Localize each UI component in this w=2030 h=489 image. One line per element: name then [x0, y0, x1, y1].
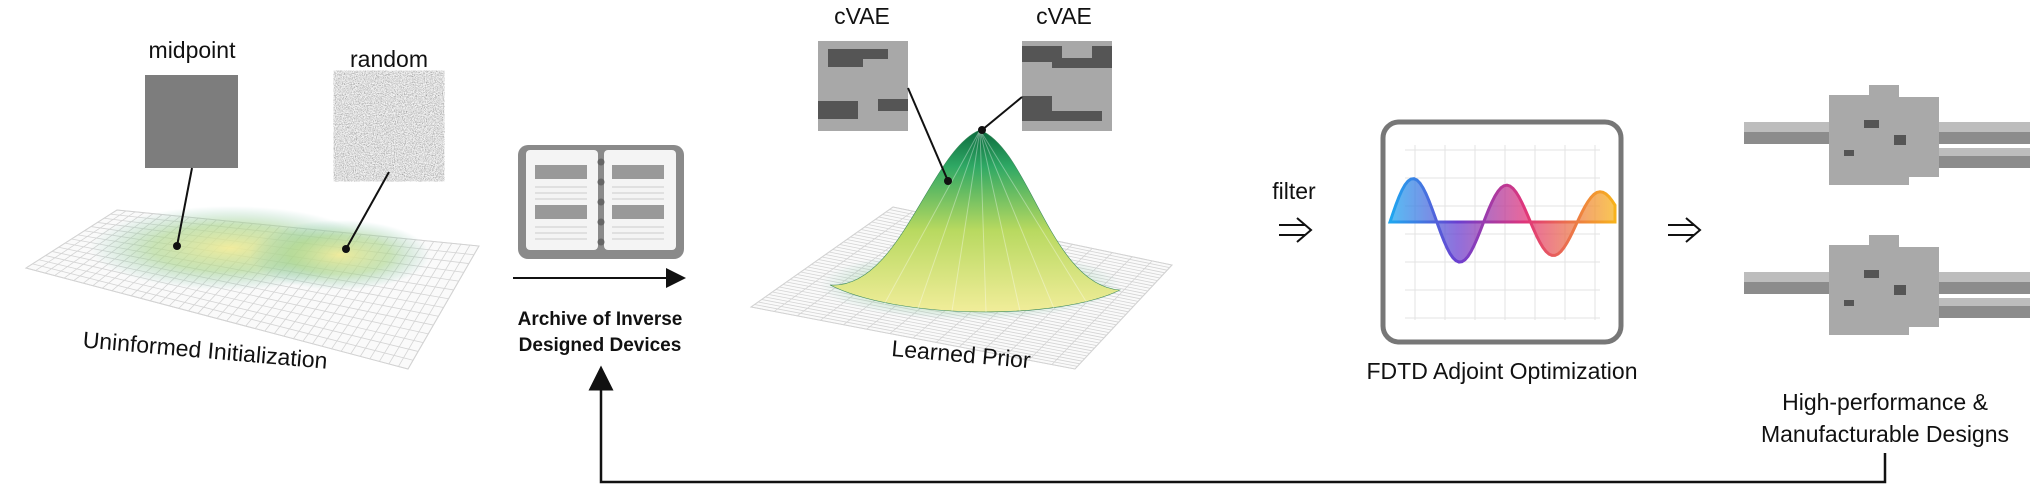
mesh-line: [979, 129, 1021, 312]
feedback-arrow: [588, 365, 1887, 484]
grid-line: [1074, 264, 1173, 370]
panel-label: Designed Devices: [519, 335, 682, 356]
ring: [597, 218, 605, 226]
panel-label: FDTD Adjoint Optimization: [1367, 358, 1638, 384]
waveguide-top: [1924, 148, 2030, 158]
device-body: [1829, 85, 1939, 185]
pointer: [345, 171, 390, 250]
learned-bell: [829, 129, 1122, 313]
mesh-line: [951, 129, 981, 312]
cvae-feature: [818, 49, 908, 119]
pointer: [176, 167, 193, 247]
waveguide-top: [1924, 298, 2030, 308]
waveguide: [1924, 156, 2030, 168]
ring: [597, 238, 605, 246]
drawing: [90, 41, 2030, 484]
pointer: [907, 87, 949, 182]
ring: [597, 158, 605, 166]
device-holes: [1844, 120, 1906, 156]
pointer: [981, 96, 1023, 131]
sample-label: cVAE: [834, 3, 890, 29]
pointer-dot: [173, 242, 181, 250]
device-sketch: [612, 205, 664, 219]
grid-line: [32, 263, 414, 361]
mesh-line: [917, 129, 981, 309]
pointer-dot: [978, 126, 986, 134]
device-sketch: [535, 205, 587, 219]
midpoint-sample: [145, 75, 238, 168]
mesh-line: [979, 129, 1089, 305]
filter-label: filter: [1272, 178, 1316, 204]
mesh-line: [979, 129, 987, 313]
pointer-dot: [342, 245, 350, 253]
panel-label: Manufacturable Designs: [1761, 421, 2009, 447]
ring: [597, 178, 605, 186]
grid-line: [45, 255, 424, 344]
mesh-line: [883, 129, 981, 305]
cvae-feature: [1022, 46, 1112, 121]
sample-label: cVAE: [1036, 3, 1092, 29]
grid-line: [38, 259, 419, 352]
sample-label: random: [350, 46, 428, 72]
wave: [1387, 177, 1617, 264]
mesh-line: [979, 129, 1055, 309]
grid-line: [1051, 260, 1153, 365]
sample-label: midpoint: [149, 37, 237, 63]
random-sample: [343, 80, 435, 172]
implies-arrow: [1279, 217, 1313, 243]
device-sketch: [612, 165, 664, 179]
implies-arrow: [1668, 217, 1702, 243]
panel-label: High-performance &: [1782, 389, 1988, 415]
pointer-dot: [944, 177, 952, 185]
device-sketch: [535, 165, 587, 179]
density-blob: [250, 220, 430, 290]
waveguide: [1924, 306, 2030, 318]
grid-line: [25, 267, 409, 370]
device-body: [1829, 235, 1939, 335]
device-holes: [1844, 270, 1906, 306]
fdtd-box: [1380, 119, 1624, 345]
panel-label: Archive of Inverse: [518, 309, 683, 330]
ring: [597, 198, 605, 206]
grid-line: [773, 210, 914, 312]
grid-line: [750, 206, 894, 308]
